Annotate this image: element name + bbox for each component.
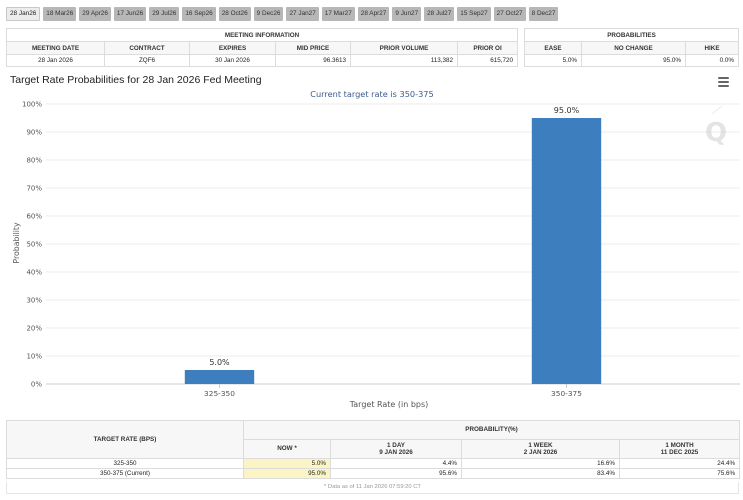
row-rate: 350-375 (Current): [6, 468, 244, 479]
y-tick-label: 50%: [26, 241, 42, 249]
svg-text:Q: Q: [705, 118, 727, 148]
mid-price-value: 96.3613: [275, 54, 351, 67]
row-1-month-value: 75.6%: [618, 468, 741, 479]
data-label: 5.0%: [209, 358, 230, 367]
prior-volume-value: 113,382: [350, 54, 458, 67]
tab-28-jul27[interactable]: 28 Jul27: [424, 7, 455, 21]
row-1-day-value: 95.6%: [330, 468, 462, 479]
col-now: NOW *: [243, 439, 331, 459]
header-hike: HIKE: [684, 41, 740, 55]
header-prior-oi: PRIOR OI: [456, 41, 519, 55]
row-1-week-value: 83.4%: [461, 468, 620, 479]
y-tick-label: 40%: [26, 269, 42, 277]
probabilities-table: PROBABILITIES EASE NO CHANGE HIKE 5.0% 9…: [523, 28, 740, 67]
tab-16-sep26[interactable]: 16 Sep26: [182, 7, 216, 21]
header-mid-price: MID PRICE: [275, 41, 351, 55]
col-1-week: 1 WEEK 2 JAN 2026: [461, 439, 620, 459]
tab-17-jun26[interactable]: 17 Jun26: [113, 7, 147, 21]
probability-header: PROBABILITY(%): [242, 420, 741, 440]
tab-27-jan27[interactable]: 27 Jan27: [286, 7, 319, 21]
tab-9-jun27[interactable]: 9 Jun27: [392, 7, 422, 21]
y-tick-label: 100%: [22, 101, 42, 109]
y-tick-label: 30%: [26, 297, 42, 305]
ease-value: 5.0%: [524, 54, 582, 67]
tab-28-apr27[interactable]: 28 Apr27: [357, 7, 390, 21]
meeting-date-value: 28 Jan 2026: [6, 54, 105, 67]
table-row: 350-375 (Current) 95.0% 95.6% 83.4% 75.6…: [6, 468, 741, 479]
meeting-information-table: MEETING INFORMATION MEETING DATE CONTRAC…: [5, 28, 519, 67]
tab-28-jan26[interactable]: 28 Jan26: [6, 7, 41, 21]
y-tick-label: 0%: [31, 381, 42, 389]
header-no-change: NO CHANGE: [581, 41, 686, 55]
tab-15-sep27[interactable]: 15 Sep27: [457, 7, 491, 21]
y-tick-label: 60%: [26, 213, 42, 221]
no-change-value: 95.0%: [581, 54, 686, 67]
x-axis-label: Target Rate (in bps): [349, 400, 429, 409]
meeting-information-caption: MEETING INFORMATION: [5, 28, 519, 42]
meeting-date-tabs: 28 Jan26 18 Mar26 29 Apr26 17 Jun26 29 Jul26…: [6, 7, 559, 21]
col-1-day: 1 DAY 9 JAN 2026: [330, 439, 462, 459]
tab-17-mar27[interactable]: 17 Mar27: [321, 7, 355, 21]
bar-325-350[interactable]: [184, 370, 255, 384]
row-1-week-value: 16.6%: [461, 458, 620, 469]
tab-18-mar26[interactable]: 18 Mar26: [43, 7, 77, 21]
table-row: 325-350 5.0% 4.4% 16.6% 24.4%: [6, 458, 741, 469]
target-rate-chart: Current target rate is 350-375 0% 10% 20% 3…: [12, 89, 740, 409]
col-1-month: 1 MONTH 11 DEC 2025: [618, 439, 741, 459]
row-now-value: 5.0%: [243, 458, 331, 469]
chart-grid: [46, 103, 740, 385]
prior-oi-value: 615,720: [456, 54, 519, 67]
y-tick-label: 80%: [26, 157, 42, 165]
header-meeting-date: MEETING DATE: [6, 41, 105, 55]
chart-title: Target Rate Probabilities for 28 Jan 202…: [10, 74, 262, 86]
tab-27-oct27[interactable]: 27 Oct27: [493, 7, 526, 21]
tab-29-apr26[interactable]: 29 Apr26: [79, 7, 111, 21]
data-label: 95.0%: [554, 106, 580, 115]
probability-history-table: TARGET RATE (BPS) PROBABILITY(%) NOW * 1…: [6, 420, 741, 479]
row-1-month-value: 24.4%: [618, 458, 741, 469]
header-ease: EASE: [524, 41, 582, 55]
tab-29-jul26[interactable]: 29 Jul26: [149, 7, 180, 21]
y-axis-label: Probability: [12, 222, 21, 264]
x-tick-label: 350-375: [551, 389, 582, 398]
footnote-row: [6, 482, 739, 494]
data-timestamp-footnote: * Data as of 11 Jan 2026 07:59:20 CT: [324, 484, 421, 490]
expires-value: 30 Jan 2026: [189, 54, 276, 67]
target-rate-header: TARGET RATE (BPS): [6, 420, 244, 459]
header-expires: EXPIRES: [189, 41, 276, 55]
chart-bars: 5.0% 95.0%: [184, 106, 602, 384]
y-axis-ticks: 0% 10% 20% 30% 40% 50% 60% 70% 80% 90% 100%: [22, 101, 42, 389]
bar-350-375[interactable]: [531, 118, 602, 384]
row-now-value: 95.0%: [243, 468, 331, 479]
tab-8-dec27[interactable]: 8 Dec27: [528, 7, 559, 21]
x-axis-ticks: 325-350 350-375: [204, 384, 582, 398]
tab-28-oct26[interactable]: 28 Oct26: [218, 7, 251, 21]
chart-subtitle: Current target rate is 350-375: [310, 89, 433, 99]
header-contract: CONTRACT: [104, 41, 190, 55]
probabilities-caption: PROBABILITIES: [523, 28, 740, 42]
tab-9-dec26[interactable]: 9 Dec26: [253, 7, 284, 21]
q-logo-icon: Q: [705, 105, 727, 148]
contract-value: ZQF6: [104, 54, 190, 67]
header-prior-volume: PRIOR VOLUME: [350, 41, 458, 55]
row-rate: 325-350: [6, 458, 244, 469]
y-tick-label: 70%: [26, 185, 42, 193]
y-tick-label: 10%: [26, 353, 42, 361]
y-tick-label: 20%: [26, 325, 42, 333]
x-tick-label: 325-350: [204, 389, 235, 398]
hamburger-menu-icon[interactable]: [718, 77, 729, 87]
row-1-day-value: 4.4%: [330, 458, 462, 469]
hike-value: 0.0%: [684, 54, 740, 67]
y-tick-label: 90%: [26, 129, 42, 137]
